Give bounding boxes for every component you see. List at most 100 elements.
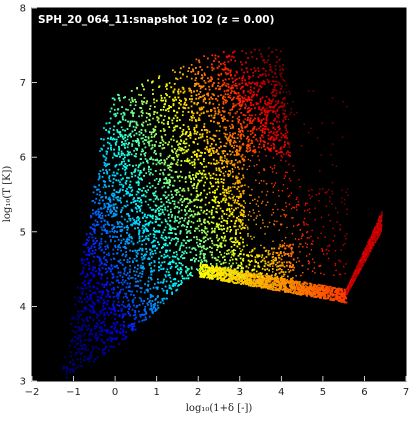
gas-particle <box>175 163 178 165</box>
gas-particle <box>262 59 264 62</box>
gas-particle <box>88 236 90 239</box>
gas-particle <box>176 156 179 158</box>
gas-particle <box>138 206 141 208</box>
gas-particle <box>82 335 85 337</box>
gas-particle <box>128 124 131 127</box>
gas-particle <box>123 154 126 156</box>
gas-particle <box>140 313 143 316</box>
gas-particle <box>96 316 98 319</box>
gas-particle <box>170 239 173 242</box>
gas-particle <box>174 96 176 99</box>
gas-particle <box>167 121 169 123</box>
gas-particle <box>286 264 288 267</box>
gas-particle <box>118 291 121 294</box>
gas-particle <box>149 287 152 290</box>
gas-particle <box>167 205 169 208</box>
gas-particle <box>163 239 166 241</box>
gas-particle <box>131 97 133 99</box>
gas-particle <box>275 263 277 266</box>
gas-particle <box>238 190 241 193</box>
gas-particle <box>136 280 139 283</box>
gas-particle <box>123 97 125 99</box>
gas-particle <box>141 109 144 112</box>
gas-particle <box>138 310 140 313</box>
gas-particle <box>138 174 141 176</box>
gas-particle <box>99 170 102 172</box>
gas-particle <box>113 328 116 330</box>
gas-particle <box>133 257 136 260</box>
gas-particle <box>214 107 216 110</box>
gas-particle <box>111 97 114 100</box>
gas-particle <box>257 262 259 264</box>
gas-particle <box>145 112 148 114</box>
gas-particle <box>155 152 157 155</box>
gas-particle <box>109 268 112 271</box>
gas-particle <box>225 101 227 104</box>
gas-particle <box>224 259 226 261</box>
gas-particle <box>190 220 193 223</box>
gas-particle <box>114 213 116 215</box>
gas-particle <box>280 85 283 88</box>
gas-particle <box>247 143 249 146</box>
gas-particle <box>232 142 235 144</box>
gas-particle <box>162 268 165 270</box>
gas-particle <box>151 310 154 313</box>
gas-particle <box>85 308 87 311</box>
gas-particle <box>139 208 142 211</box>
gas-particle <box>183 189 186 192</box>
gas-particle <box>230 213 233 215</box>
gas-particle <box>196 227 199 230</box>
gas-particle <box>77 334 80 337</box>
gas-particle <box>149 114 151 117</box>
gas-particle <box>149 296 152 299</box>
gas-particle <box>144 283 146 285</box>
gas-particle <box>134 206 137 209</box>
gas-particle <box>194 174 197 177</box>
gas-particle <box>179 147 182 149</box>
gas-particle <box>123 281 126 284</box>
gas-particle <box>147 79 149 82</box>
gas-particle <box>142 85 144 88</box>
gas-particle <box>236 202 238 204</box>
gas-particle <box>243 97 246 100</box>
gas-particle <box>143 97 146 99</box>
gas-particle <box>160 201 163 203</box>
gas-particle <box>83 280 86 282</box>
gas-particle <box>152 117 154 120</box>
gas-particle <box>211 98 214 100</box>
gas-particle <box>161 139 164 141</box>
gas-particle <box>124 173 127 176</box>
gas-particle <box>167 110 170 113</box>
gas-particle <box>254 107 256 109</box>
gas-particle <box>229 87 232 90</box>
gas-particle <box>136 305 139 307</box>
gas-particle <box>186 267 189 270</box>
gas-particle <box>144 190 147 192</box>
gas-particle <box>170 190 172 193</box>
gas-particle <box>134 249 136 252</box>
gas-particle <box>208 216 211 219</box>
gas-particle <box>95 197 98 200</box>
gas-particle <box>238 104 241 107</box>
gas-particle <box>281 244 284 247</box>
gas-particle <box>276 261 279 264</box>
gas-particle <box>119 229 122 231</box>
gas-particle <box>210 221 213 223</box>
gas-particle <box>178 210 180 213</box>
gas-particle <box>98 301 100 303</box>
gas-particle <box>198 213 201 215</box>
gas-particle <box>117 168 120 171</box>
gas-particle <box>189 273 191 276</box>
gas-particle <box>258 127 260 130</box>
gas-particle <box>90 245 93 248</box>
gas-particle <box>242 75 245 77</box>
gas-particle <box>221 236 224 239</box>
gas-particle <box>189 131 192 133</box>
gas-particle <box>69 345 71 347</box>
gas-particle <box>248 97 250 99</box>
gas-particle <box>63 366 66 368</box>
gas-particle <box>226 56 229 59</box>
gas-particle <box>177 211 180 214</box>
gas-particle <box>77 365 80 368</box>
gas-particle <box>186 75 188 78</box>
